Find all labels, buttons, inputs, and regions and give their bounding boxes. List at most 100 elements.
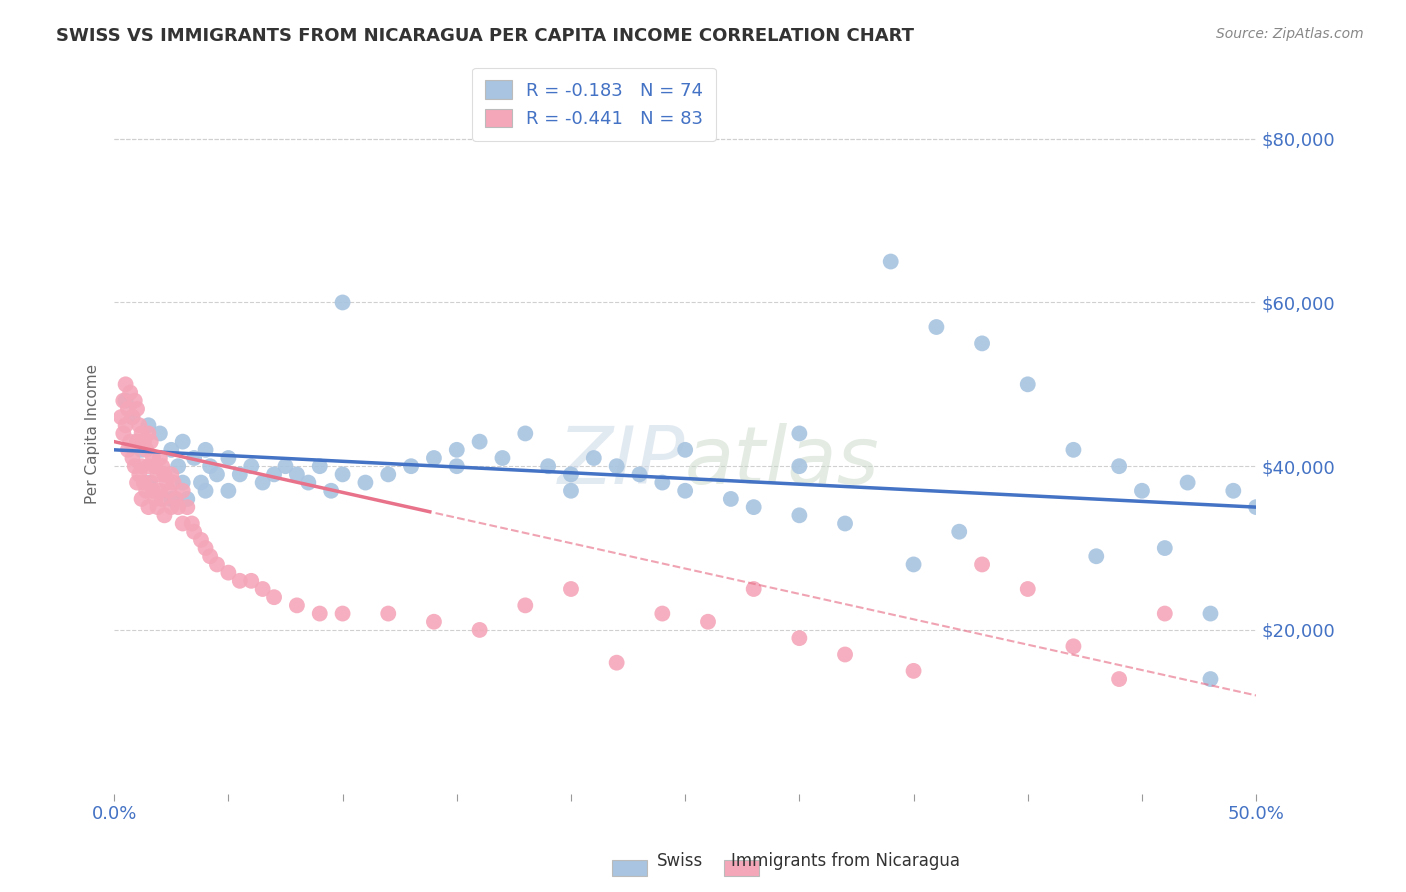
Point [114,418,136,433]
Point [146,500,169,515]
Point [321,483,343,498]
Text: ZIP: ZIP [558,424,685,501]
Point [263,590,285,604]
Point [423,450,446,465]
Point [153,508,176,523]
Point [146,467,169,482]
Point [117,401,139,416]
Point [172,434,194,449]
Point [903,558,925,572]
Point [131,426,153,441]
Point [560,582,582,596]
Point [903,664,925,678]
Point [157,483,180,498]
Point [217,483,239,498]
Point [423,615,446,629]
Point [332,467,354,482]
Point [377,467,399,482]
Point [142,450,165,465]
Point [194,483,217,498]
Point [217,566,239,580]
Point [139,475,162,490]
Point [468,434,491,449]
Point [205,558,228,572]
Point [880,254,903,268]
Point [274,459,297,474]
Point [117,442,139,457]
Point [217,450,239,465]
Point [176,491,198,506]
Point [143,491,166,506]
Point [742,582,765,596]
Point [263,467,285,482]
Point [112,426,135,441]
Point [1085,549,1108,564]
Point [183,524,205,539]
Point [139,434,162,449]
Point [651,607,673,621]
Point [297,475,319,490]
Point [252,475,274,490]
Point [121,410,143,425]
Point [132,434,155,449]
Point [125,434,148,449]
Point [628,467,651,482]
Point [167,500,190,515]
Point [149,483,172,498]
Point [229,574,252,588]
Point [1017,377,1039,392]
Text: Immigrants from Nicaragua: Immigrants from Nicaragua [731,852,960,870]
Point [252,582,274,596]
Point [1130,483,1153,498]
Point [124,393,146,408]
Point [160,467,183,482]
Point [138,459,160,474]
Point [183,450,205,465]
Point [120,434,142,449]
Point [332,295,354,310]
Point [285,599,308,613]
Point [138,418,160,433]
Point [332,607,354,621]
Point [125,401,148,416]
Point [1062,640,1084,654]
Point [446,442,468,457]
Point [172,475,194,490]
Point [742,500,765,515]
Point [1108,459,1130,474]
Point [582,450,605,465]
Text: SWISS VS IMMIGRANTS FROM NICARAGUA PER CAPITA INCOME CORRELATION CHART: SWISS VS IMMIGRANTS FROM NICARAGUA PER C… [56,27,914,45]
Point [560,483,582,498]
Point [160,442,183,457]
Point [110,410,132,425]
Point [1199,672,1222,686]
Point [149,426,172,441]
Text: atlas: atlas [685,424,880,501]
Point [697,615,720,629]
Point [560,467,582,482]
Point [162,475,184,490]
Point [143,459,166,474]
Point [176,500,198,515]
Point [194,442,217,457]
Point [970,558,993,572]
Point [377,607,399,621]
Point [153,467,176,482]
Point [1177,475,1199,490]
Legend: R = -0.183   N = 74, R = -0.441   N = 83: R = -0.183 N = 74, R = -0.441 N = 83 [472,68,716,141]
Point [172,483,194,498]
Point [150,491,173,506]
Point [651,475,673,490]
Point [606,459,628,474]
Point [165,491,187,506]
Point [229,467,252,482]
Point [446,459,468,474]
Point [1153,541,1175,555]
Point [789,631,811,645]
Point [491,450,513,465]
Point [121,450,143,465]
Point [789,459,811,474]
Point [128,418,150,433]
Point [606,656,628,670]
Point [789,508,811,523]
